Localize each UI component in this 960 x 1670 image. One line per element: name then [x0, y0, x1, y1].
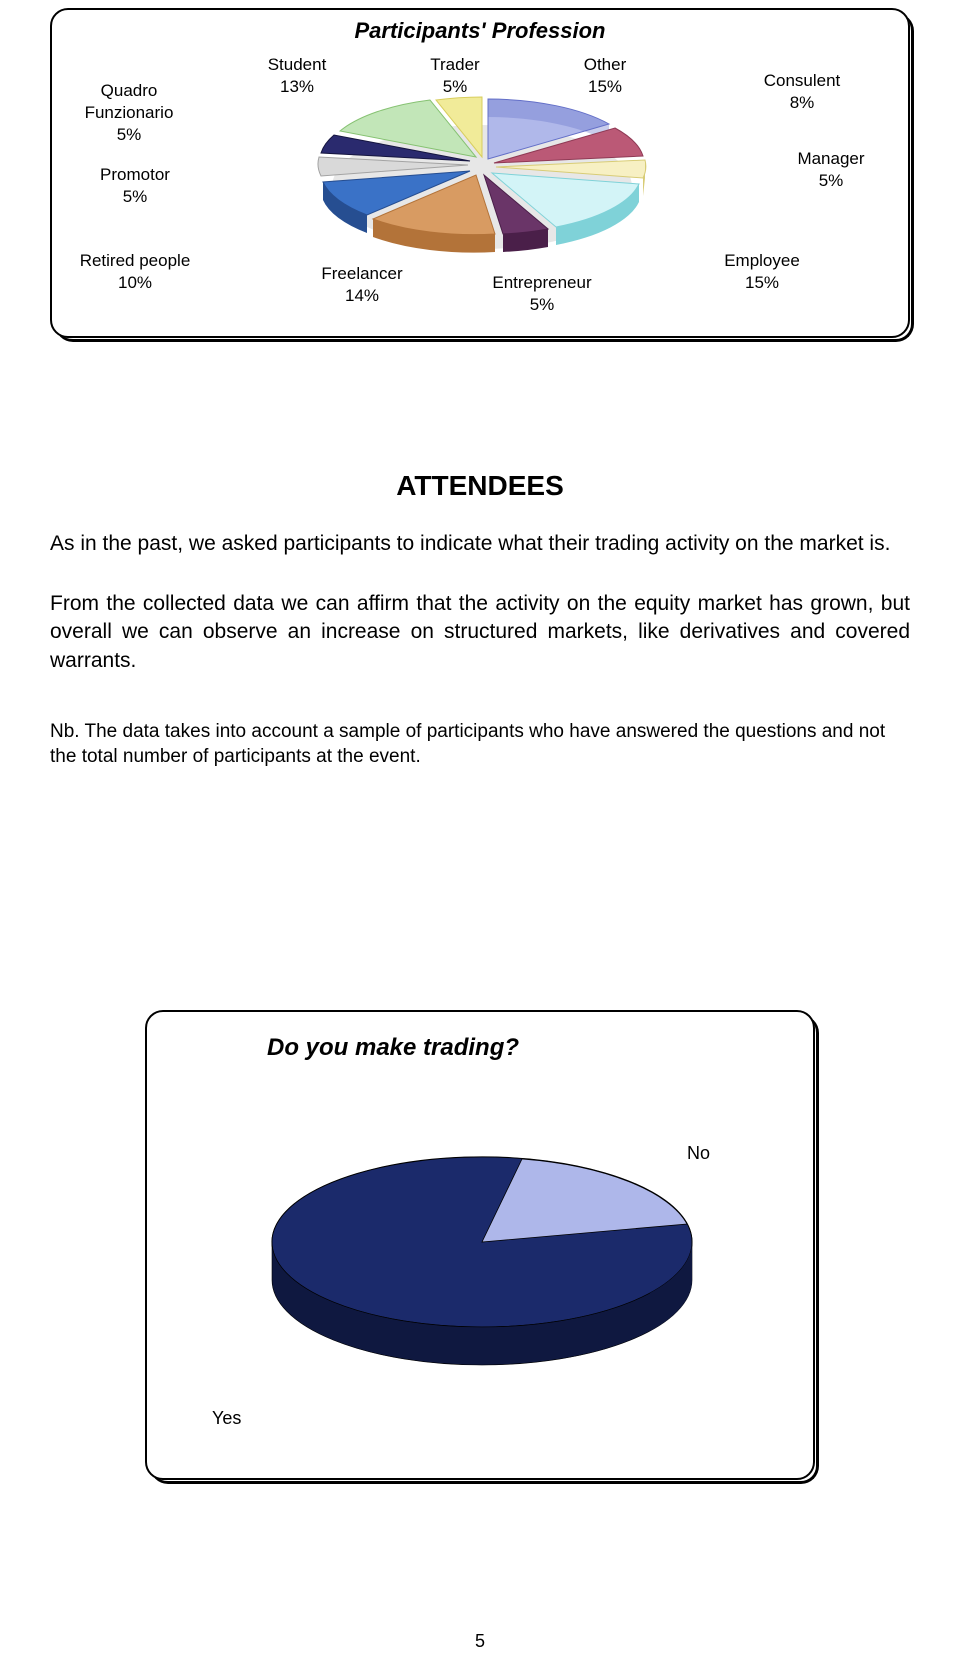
label-employee-pct: 15% — [745, 273, 779, 292]
chart2-label-yes: Yes — [212, 1407, 241, 1430]
label-entrepreneur: Entrepreneur 5% — [477, 272, 607, 316]
label-manager: Manager 5% — [786, 148, 876, 192]
label-promotor-pct: 5% — [123, 187, 148, 206]
label-other: Other 15% — [570, 54, 640, 98]
label-promotor-name: Promotor — [100, 165, 170, 184]
label-trader-pct: 5% — [443, 77, 468, 96]
chart1-title: Participants' Profession — [52, 18, 908, 44]
chart2-label-no: No — [687, 1142, 710, 1165]
chart2-pie — [242, 1112, 722, 1392]
label-retired-pct: 10% — [118, 273, 152, 292]
label-consulent-name: Consulent — [764, 71, 841, 90]
label-retired: Retired people 10% — [70, 250, 200, 294]
label-consulent: Consulent 8% — [752, 70, 852, 114]
page-number: 5 — [0, 1631, 960, 1652]
para2: From the collected data we can affirm th… — [50, 590, 910, 675]
label-student: Student 13% — [257, 54, 337, 98]
label-quadro-pct: 5% — [117, 125, 142, 144]
chart2-frame: Do you make trading? No Yes — [145, 1010, 815, 1480]
attendees-heading: ATTENDEES — [0, 470, 960, 502]
label-other-pct: 15% — [588, 77, 622, 96]
label-employee: Employee 15% — [712, 250, 812, 294]
label-manager-name: Manager — [797, 149, 864, 168]
label-freelancer-name: Freelancer — [321, 264, 402, 283]
label-student-name: Student — [268, 55, 327, 74]
note: Nb. The data takes into account a sample… — [50, 720, 910, 769]
label-promotor: Promotor 5% — [90, 164, 180, 208]
label-retired-name: Retired people — [80, 251, 191, 270]
label-freelancer: Freelancer 14% — [307, 263, 417, 307]
chart1-pie — [292, 70, 672, 280]
para1: As in the past, we asked participants to… — [50, 530, 910, 558]
label-consulent-pct: 8% — [790, 93, 815, 112]
label-quadro-name: Quadro Funzionario — [85, 81, 174, 122]
label-other-name: Other — [584, 55, 627, 74]
label-entrepreneur-name: Entrepreneur — [492, 273, 591, 292]
label-freelancer-pct: 14% — [345, 286, 379, 305]
label-trader: Trader 5% — [420, 54, 490, 98]
label-entrepreneur-pct: 5% — [530, 295, 555, 314]
label-student-pct: 13% — [280, 77, 314, 96]
chart1-frame: Participants' Profession — [50, 8, 910, 338]
label-employee-name: Employee — [724, 251, 800, 270]
label-quadro: Quadro Funzionario 5% — [74, 80, 184, 146]
label-trader-name: Trader — [430, 55, 479, 74]
chart2-title: Do you make trading? — [147, 1034, 813, 1062]
label-manager-pct: 5% — [819, 171, 844, 190]
